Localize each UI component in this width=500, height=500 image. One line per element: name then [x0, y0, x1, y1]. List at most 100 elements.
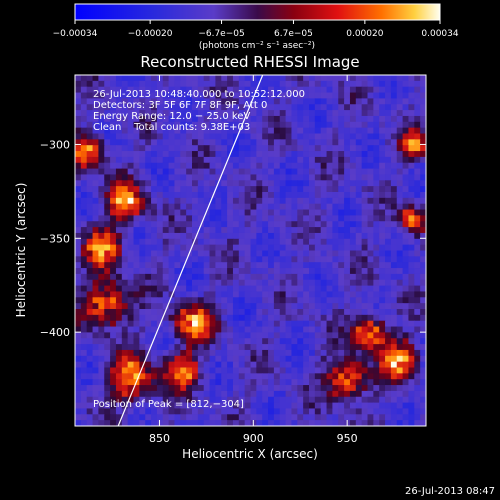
heatmap-cell	[408, 203, 415, 211]
heatmap-cell	[174, 115, 181, 123]
heatmap-cell	[104, 86, 111, 94]
heatmap-cell	[268, 209, 275, 216]
heatmap-cell	[414, 332, 421, 339]
heatmap-cell	[414, 209, 421, 216]
heatmap-cell	[256, 408, 263, 415]
heatmap-cell	[262, 86, 269, 94]
heatmap-cell	[192, 180, 199, 187]
heatmap-cell	[309, 420, 316, 426]
heatmap-cell	[420, 162, 426, 170]
heatmap-cell	[75, 104, 82, 111]
heatmap-cell	[215, 174, 222, 181]
heatmap-cell	[75, 385, 82, 392]
heatmap-cell	[390, 221, 398, 228]
heatmap-cell	[268, 291, 275, 298]
x-tick-label: 900	[243, 432, 264, 445]
heatmap-cell	[227, 390, 234, 398]
heatmap-cell	[115, 361, 123, 369]
heatmap-cell	[115, 262, 123, 269]
heatmap-cell	[139, 145, 146, 152]
heatmap-cell	[238, 197, 246, 205]
heatmap-cell	[215, 297, 222, 304]
heatmap-cell	[104, 227, 111, 234]
heatmap-cell	[186, 262, 193, 269]
heatmap-cell	[86, 244, 94, 252]
heatmap-cell	[390, 279, 398, 287]
heatmap-cell	[297, 250, 304, 257]
heatmap-cell	[309, 151, 316, 158]
heatmap-cell	[110, 203, 117, 211]
heatmap-cell	[221, 279, 228, 287]
heatmap-cell	[309, 192, 316, 199]
heatmap-cell	[197, 115, 205, 123]
heatmap-cell	[156, 379, 164, 386]
heatmap-cell	[121, 221, 129, 228]
heatmap-cell	[145, 104, 152, 111]
heatmap-cell	[180, 151, 187, 158]
y-tick-label: −400	[40, 326, 70, 339]
heatmap-cell	[110, 402, 117, 410]
heatmap-cell	[285, 379, 293, 386]
heatmap-cell	[367, 186, 374, 193]
heatmap-cell	[361, 402, 369, 410]
heatmap-cell	[92, 127, 99, 135]
heatmap-cell	[110, 98, 117, 105]
heatmap-cell	[209, 326, 216, 333]
heatmap-cell	[80, 115, 88, 123]
heatmap-cell	[92, 396, 99, 404]
heatmap-cell	[238, 367, 246, 374]
heatmap-cell	[414, 180, 421, 187]
heatmap-cell	[162, 349, 170, 357]
heatmap-cell	[309, 215, 316, 222]
heatmap-cell	[256, 420, 263, 426]
heatmap-cell	[361, 227, 369, 234]
heatmap-cell	[133, 414, 140, 421]
heatmap-cell	[367, 162, 374, 170]
heatmap-cell	[414, 221, 421, 228]
heatmap-cell	[250, 396, 257, 404]
heatmap-cell	[209, 121, 216, 129]
heatmap-cell	[215, 86, 222, 94]
heatmap-cell	[256, 361, 263, 369]
heatmap-cell	[256, 156, 263, 164]
heatmap-cell	[256, 162, 263, 170]
heatmap-cell	[92, 285, 99, 293]
heatmap-cell	[262, 273, 269, 281]
heatmap-cell	[285, 86, 293, 94]
heatmap-cell	[75, 162, 82, 170]
heatmap-cell	[110, 326, 117, 333]
heatmap-cell	[244, 232, 252, 240]
heatmap-cell	[168, 297, 176, 304]
heatmap-cell	[98, 396, 105, 404]
heatmap-cell	[361, 309, 369, 316]
heatmap-cell	[390, 379, 398, 386]
heatmap-cell	[238, 297, 246, 304]
heatmap-cell	[180, 303, 187, 310]
heatmap-cell	[297, 373, 304, 380]
heatmap-cell	[285, 385, 293, 392]
heatmap-cell	[186, 385, 193, 392]
heatmap-cell	[227, 115, 234, 123]
heatmap-cell	[156, 338, 164, 345]
heatmap-cell	[221, 408, 228, 415]
heatmap-cell	[385, 379, 392, 386]
heatmap-cell	[390, 174, 398, 181]
heatmap-cell	[156, 273, 164, 281]
heatmap-cell	[326, 151, 333, 158]
heatmap-cell	[110, 192, 117, 199]
heatmap-cell	[186, 268, 193, 275]
heatmap-cell	[92, 104, 99, 111]
heatmap-cell	[227, 139, 234, 146]
heatmap-cell	[192, 402, 199, 410]
heatmap-cell	[180, 121, 187, 129]
heatmap-cell	[227, 121, 234, 129]
heatmap-cell	[420, 268, 426, 275]
heatmap-cell	[133, 104, 140, 111]
heatmap-cell	[338, 385, 345, 392]
heatmap-cell	[390, 244, 398, 252]
heatmap-cell	[396, 227, 404, 234]
heatmap-cell	[92, 98, 99, 105]
heatmap-cell	[373, 314, 380, 322]
heatmap-cell	[203, 256, 211, 263]
heatmap-cell	[209, 151, 216, 158]
